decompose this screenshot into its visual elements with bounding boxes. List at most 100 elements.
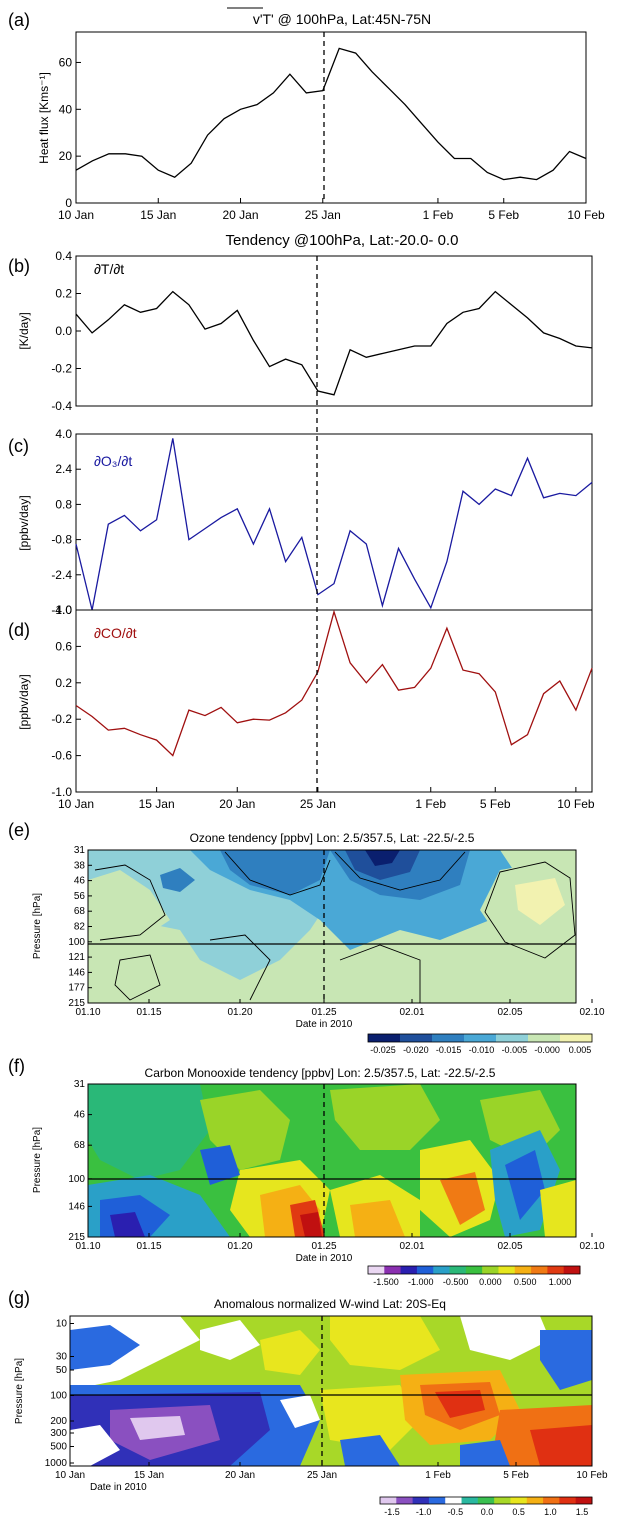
panel-e-ytick-label: 46 xyxy=(74,876,86,887)
panel-f-xtick-label: 02.10 xyxy=(579,1241,604,1252)
panel-e-xtick-label: 02.10 xyxy=(579,1007,604,1018)
panel-f-xtick-label: 02.05 xyxy=(497,1241,522,1252)
panel-a-xtick-label: 15 Jan xyxy=(140,208,176,222)
panel-a-ytick-label: 0 xyxy=(65,196,72,210)
panel-c: (c) ∂O₃/∂t [ppbv/day] -4.0 -2.4 -0.8 0.8 2.4… xyxy=(8,427,593,617)
panel-d-x-ticks: 10 Jan 15 Jan 20 Jan 25 Jan 1 Feb 5 Feb 10 Feb xyxy=(58,787,595,811)
panel-e-ytick-label: 31 xyxy=(74,845,86,856)
panel-g-colorbar-swatch xyxy=(445,1497,463,1504)
panel-a-ytick-label: 20 xyxy=(59,149,73,163)
panel-a-xtick-label: 1 Feb xyxy=(423,208,454,222)
panel-c-ytick-label: -4.0 xyxy=(51,603,72,617)
panel-g-colorbar-swatch xyxy=(494,1497,511,1504)
panel-f-ylabel: Pressure [hPa] xyxy=(32,1127,43,1193)
panel-f-colorbar-label: 1.000 xyxy=(549,1277,572,1287)
panel-e-colorbar-label: 0.005 xyxy=(569,1045,592,1055)
panel-g-colorbar-swatch xyxy=(575,1497,593,1504)
panel-f-colorbar-swatch xyxy=(531,1266,548,1274)
panel-f: (f) Carbon Monooxide tendency [ppbv] Lon… xyxy=(8,1056,605,1287)
panel-a-letter: (a) xyxy=(8,10,30,30)
panel-a-y-ticks: 0 20 40 60 xyxy=(59,55,81,210)
panel-e-colorbar-label: -0.025 xyxy=(370,1045,396,1055)
panel-e-y-ticks: 31 38 46 56 68 82 100 121 146 177 215 xyxy=(68,845,92,1009)
panel-f-colorbar-swatch xyxy=(449,1266,467,1274)
panel-g-colorbar-frame xyxy=(379,1496,593,1505)
panel-g-xtick-label: 1 Feb xyxy=(425,1470,451,1481)
panel-g-colorbar-swatch xyxy=(380,1497,397,1504)
panel-g-colorbar-label: 1.0 xyxy=(544,1507,557,1517)
panel-e-xtick-label: 02.01 xyxy=(399,1007,424,1018)
panel-a: (a) v'T' @ 100hPa, Lat:45N-75N 0 20 40 60 1… xyxy=(8,7,605,222)
panel-b-ytick-label: 0.2 xyxy=(55,287,72,301)
panel-f-xtick-label: 01.20 xyxy=(227,1241,252,1252)
panel-f-colorbar-label: -1.000 xyxy=(408,1277,434,1287)
panel-b-series-line xyxy=(75,290,593,396)
panel-g-ytick-label: 30 xyxy=(56,1352,68,1363)
panel-c-ytick-label: -2.4 xyxy=(51,568,72,582)
panel-e-colorbar-label: -0.020 xyxy=(403,1045,429,1055)
panel-d-frame xyxy=(75,609,593,793)
panel-d-letter: (d) xyxy=(8,620,30,640)
panel-f-colorbar-label: 0.500 xyxy=(514,1277,537,1287)
panel-e-ytick-label: 56 xyxy=(74,891,86,902)
panel-c-y-ticks: -4.0 -2.4 -0.8 0.8 2.4 4.0 xyxy=(51,427,81,617)
panel-e-title: Ozone tendency [ppbv] Lon: 2.5/357.5, La… xyxy=(190,831,475,845)
panel-c-ylabel: [ppbv/day] xyxy=(17,495,31,550)
panel-f-xlabel: Date in 2010 xyxy=(296,1253,353,1264)
panel-e-colorbar-frame xyxy=(367,1033,593,1043)
panel-b: (b) ∂T/∂t [K/day] -0.4 -0.2 0.0 0.2 0.4 xyxy=(8,249,593,413)
panel-e-colorbar-swatch xyxy=(560,1034,593,1042)
panel-c-series-label: ∂O₃/∂t xyxy=(94,453,132,469)
panel-e-ytick-label: 121 xyxy=(68,952,85,963)
panel-d-xtick-label: 15 Jan xyxy=(139,797,175,811)
panel-d-xtick-label: 10 Feb xyxy=(557,797,595,811)
panel-g-xtick-label: 10 Feb xyxy=(576,1470,608,1481)
panel-f-colorbar-swatch xyxy=(482,1266,499,1274)
panel-f-colorbar-label: -0.500 xyxy=(443,1277,469,1287)
panel-e-heatmap xyxy=(87,849,577,1004)
panel-f-xtick-label: 01.25 xyxy=(311,1241,336,1252)
panel-e-colorbar-swatch xyxy=(400,1034,433,1042)
panel-g-ytick-label: 200 xyxy=(50,1416,67,1427)
panel-c-letter: (c) xyxy=(8,436,29,456)
panel-e-ytick-label: 215 xyxy=(68,998,85,1009)
panel-e-colorbar-label: -0.010 xyxy=(469,1045,495,1055)
panel-e-ytick-label: 100 xyxy=(68,937,85,948)
panel-f-heatmap xyxy=(87,1083,577,1238)
panel-g-xlabel: Date in 2010 xyxy=(90,1482,147,1493)
panel-g-colorbar-swatch xyxy=(477,1497,495,1504)
panel-f-colorbar-swatch xyxy=(498,1266,516,1274)
panel-f-y-ticks: 31 46 68 100 146 215 xyxy=(68,1079,92,1243)
panel-f-colorbar-swatch xyxy=(400,1266,418,1274)
panel-d-ytick-label: -1.0 xyxy=(51,785,72,799)
panel-d-ytick-label: -0.2 xyxy=(51,712,72,726)
panel-c-ytick-label: -0.8 xyxy=(51,533,72,547)
panel-f-colorbar-swatch xyxy=(514,1266,532,1274)
panel-e-xtick-label: 01.10 xyxy=(75,1007,100,1018)
panel-f-colorbar-swatch xyxy=(563,1266,581,1274)
panel-a-xtick-label: 5 Feb xyxy=(488,208,519,222)
panel-g-colorbar-label: 1.5 xyxy=(576,1507,589,1517)
panel-d-ytick-label: 0.6 xyxy=(55,639,72,653)
panel-f-title: Carbon Monooxide tendency [ppbv] Lon: 2.… xyxy=(145,1066,496,1080)
panel-f-ytick-label: 215 xyxy=(68,1232,85,1243)
panel-g-x-ticks: 10 Jan 15 Jan 20 Jan 25 Jan 1 Feb 5 Feb 10 Feb xyxy=(55,1462,608,1481)
panel-d-series-label: ∂CO/∂t xyxy=(94,625,137,641)
panel-f-colorbar-swatch xyxy=(384,1266,402,1274)
panel-f-colorbar-swatch xyxy=(416,1266,434,1274)
panel-g-ylabel: Pressure [hPa] xyxy=(14,1358,25,1424)
panel-f-colorbar-swatch xyxy=(368,1266,385,1274)
panel-g-colorbar-label: -1.5 xyxy=(384,1507,400,1517)
panel-g-colorbar-swatch xyxy=(559,1497,577,1504)
panel-f-xtick-label: 02.01 xyxy=(399,1241,424,1252)
panel-d-xtick-label: 20 Jan xyxy=(219,797,255,811)
panel-f-xtick-label: 01.15 xyxy=(136,1241,161,1252)
panel-e-xtick-label: 01.25 xyxy=(311,1007,336,1018)
panel-a-ytick-label: 60 xyxy=(59,55,73,69)
panel-g-colorbar-label: -1.0 xyxy=(416,1507,432,1517)
panel-a-ylabel: Heat flux [Kms⁻¹] xyxy=(37,72,51,164)
panel-d-series-line xyxy=(75,609,593,757)
panel-g-colorbar-swatch xyxy=(428,1497,446,1504)
panel-e-ytick-label: 146 xyxy=(68,967,85,978)
panel-g-letter: (g) xyxy=(8,1288,30,1308)
